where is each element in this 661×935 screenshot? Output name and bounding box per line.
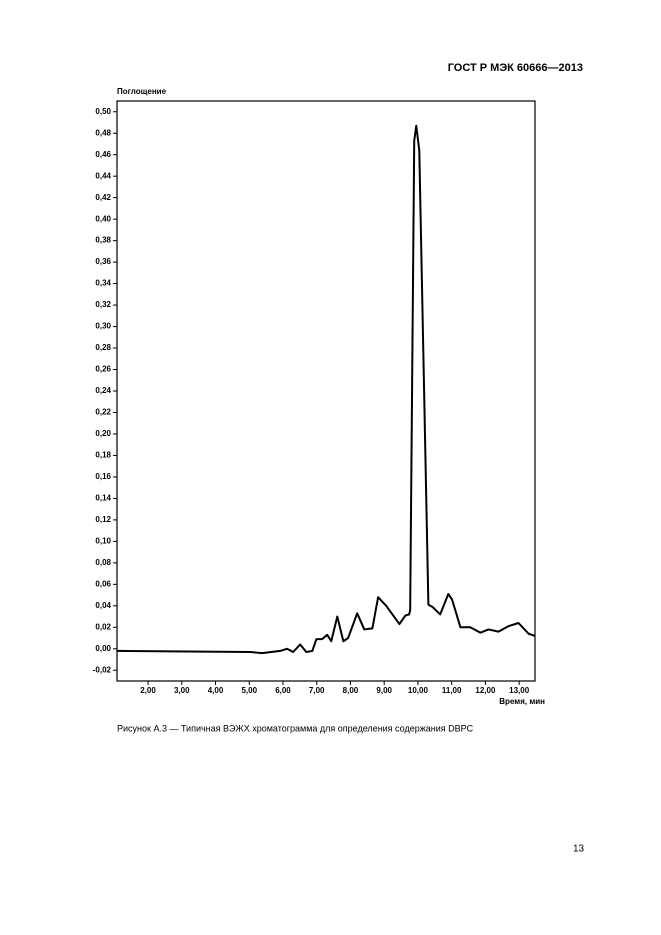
y-tick-label: 0,32	[95, 300, 111, 309]
y-tick-label: 0,50	[95, 107, 111, 116]
y-tick-label: 0,38	[95, 236, 111, 245]
x-tick-label: 13,00	[509, 686, 530, 695]
x-tick-label: 9,00	[376, 686, 392, 695]
x-tick-label: 5,00	[241, 686, 257, 695]
x-axis-label: Время, мин	[499, 697, 545, 706]
y-tick-label: 0,04	[95, 601, 111, 610]
x-tick-label: 12,00	[475, 686, 496, 695]
y-tick-label: 0,48	[95, 128, 111, 137]
y-tick-label: 0,46	[95, 150, 111, 159]
y-tick-label: 0,12	[95, 515, 111, 524]
x-tick-label: 10,00	[408, 686, 429, 695]
y-tick-label: -0,02	[93, 665, 112, 674]
x-tick-label: 11,00	[442, 686, 462, 695]
y-tick-label: 0,08	[95, 558, 111, 567]
y-tick-label: 0,26	[95, 365, 111, 374]
y-tick-label: 0,10	[95, 536, 111, 545]
x-tick-label: 3,00	[174, 686, 190, 695]
x-tick-label: 6,00	[275, 686, 291, 695]
page-number: 13	[573, 844, 585, 855]
y-tick-label: 0,06	[95, 579, 111, 588]
y-tick-label: 0,20	[95, 429, 111, 438]
y-tick-label: 0,44	[95, 171, 111, 180]
y-axis-label: Поглощение	[117, 87, 167, 96]
x-tick-label: 8,00	[343, 686, 359, 695]
y-tick-label: 0,30	[95, 322, 111, 331]
y-tick-label: 0,14	[95, 494, 111, 503]
y-tick-label: 0,22	[95, 408, 111, 417]
y-tick-label: 0,34	[95, 279, 111, 288]
x-tick-label: 4,00	[208, 686, 224, 695]
y-tick-label: 0,16	[95, 472, 111, 481]
chromatogram-line	[116, 124, 536, 655]
y-tick-label: 0,42	[95, 193, 111, 202]
y-tick-label: 0,40	[95, 214, 111, 223]
page-header: ГОСТ Р МЭК 60666—2013	[448, 62, 583, 74]
y-tick-label: 0,36	[95, 257, 111, 266]
x-tick-label: 7,00	[309, 686, 325, 695]
y-tick-label: 0,28	[95, 343, 111, 352]
y-tick-label: 0,02	[95, 622, 111, 631]
x-tick-label: 2,00	[140, 686, 156, 695]
figure-caption: Рисунок А.3 — Типичная ВЭЖХ хроматограмм…	[117, 723, 474, 733]
y-tick-label: 0,18	[95, 451, 111, 460]
y-tick-label: 0,00	[95, 644, 111, 653]
y-tick-label: 0,24	[95, 386, 111, 395]
